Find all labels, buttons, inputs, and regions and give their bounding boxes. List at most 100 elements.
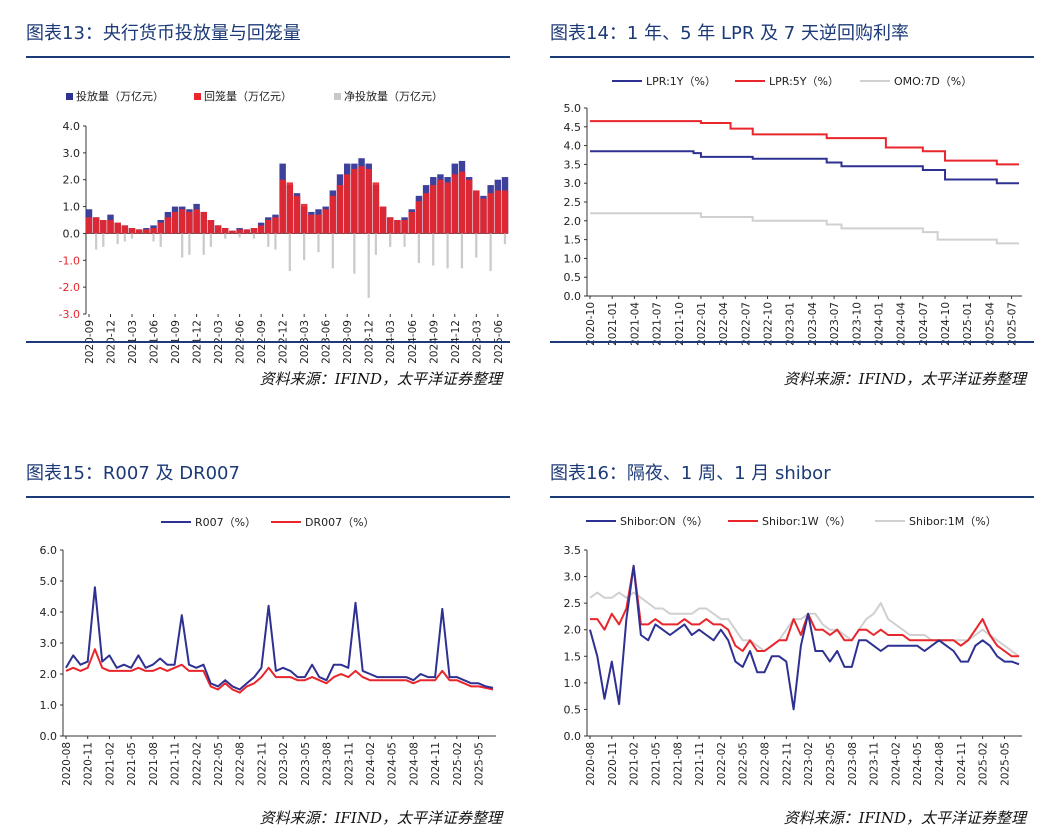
bar	[329, 195, 337, 234]
legend-label: 回笼量（万亿元）	[204, 89, 292, 103]
chart-13: 投放量（万亿元） 回笼量（万亿元） 净投放量（万亿元） 4.0 3.0 2.0 1.0 0.0…	[59, 89, 509, 364]
legend-swatch	[194, 93, 201, 100]
bar	[417, 233, 421, 263]
x-tick-label: 2021-05	[126, 742, 138, 786]
y-tick-label: 1.5	[564, 650, 582, 663]
legend-label: DR007（%）	[305, 516, 375, 529]
x-tick-label: 2023-05	[300, 742, 312, 786]
series-line	[589, 564, 1020, 711]
bar	[475, 233, 478, 258]
legend-label: Shibor:1M（%）	[909, 515, 997, 528]
x-tick-label: 2021-02	[104, 742, 116, 786]
y-tick-label: 3.0	[564, 571, 582, 584]
x-tick-label: 2022-02	[716, 742, 728, 786]
bar	[202, 233, 205, 255]
series-line	[590, 120, 1019, 166]
x-tick-label: 2023-08	[322, 742, 334, 786]
x-tick-label: 2022-08	[760, 742, 772, 786]
bar	[100, 220, 107, 234]
bar	[473, 190, 480, 234]
bar	[143, 229, 150, 234]
bar	[252, 233, 256, 239]
x-tick-label: 2021-04	[629, 302, 641, 346]
bar	[308, 214, 315, 234]
y-tick-label: -3.0	[59, 308, 80, 321]
x-tick-label: 2023-07	[829, 302, 841, 346]
bar	[224, 233, 227, 239]
y-tick-label: 3.5	[564, 158, 582, 171]
panel-14: 图表14：1 年、5 年 LPR 及 7 天逆回购利率 LPR:1Y（%） LPR…	[550, 18, 1034, 398]
legend-label: LPR:1Y（%）	[646, 75, 716, 88]
x-tick-label: 2020-11	[83, 742, 95, 786]
series-line	[590, 564, 1019, 658]
x-tick-label: 2020-08	[61, 742, 73, 786]
x-tick-label: 2024-05	[387, 742, 399, 786]
bar	[353, 233, 356, 274]
x-tick-label: 2022-10	[763, 302, 775, 346]
bar	[372, 182, 380, 234]
x-tick-label: 2025-04	[984, 302, 996, 346]
series-line	[65, 586, 494, 691]
bar	[186, 211, 193, 234]
x-tick-label: 2021-11	[170, 742, 182, 786]
bar	[503, 233, 507, 245]
x-tick-label: 2021-10	[674, 302, 686, 346]
title-rule	[550, 56, 1034, 58]
bar	[238, 233, 241, 238]
y-tick-label: 4.0	[564, 140, 582, 153]
bar	[451, 174, 459, 234]
bar	[286, 182, 294, 234]
bar	[300, 203, 308, 234]
bar	[343, 174, 351, 234]
bar	[293, 195, 301, 234]
bar	[214, 225, 222, 234]
x-tick-label: 2024-07	[918, 302, 930, 346]
bar	[394, 220, 401, 234]
x-tick-label: 2023-02	[278, 742, 290, 786]
bar	[401, 220, 408, 234]
panel-13: 图表13：央行货币投放量与回笼量 投放量（万亿元） 回笼量（万亿元） 净投放量（万亿…	[26, 18, 510, 398]
y-tick-label: -1.0	[59, 254, 80, 267]
bar	[181, 233, 184, 258]
bar	[303, 233, 306, 261]
bar	[209, 233, 213, 247]
bar	[446, 233, 449, 269]
bar	[460, 233, 464, 269]
legend-label: 净投放量（万亿元）	[344, 89, 443, 103]
bar	[121, 225, 129, 234]
x-tick-label: 2024-04	[896, 302, 908, 346]
y-tick-label: 2.5	[564, 597, 582, 610]
legend-swatch	[66, 93, 73, 100]
source-note: 资料来源：IFIND，太平洋证券整理	[783, 370, 1026, 388]
bar	[336, 185, 344, 234]
y-tick-label: 5.0	[40, 575, 58, 588]
x-tick-label: 2025-05	[999, 742, 1011, 786]
panel-title: 图表13：央行货币投放量与回笼量	[26, 23, 301, 44]
bar	[317, 233, 320, 253]
y-tick-label: 1.0	[564, 677, 582, 690]
x-tick-label: 2020-11	[607, 742, 619, 786]
bar	[243, 229, 251, 234]
x-tick-label: 2024-11	[430, 742, 442, 786]
x-tick-label: 2022-05	[738, 742, 750, 786]
bar	[379, 206, 387, 234]
bar	[257, 225, 265, 234]
panel-title: 图表16：隔夜、1 周、1 月 shibor	[550, 463, 831, 484]
x-tick-label: 2023-11	[343, 742, 355, 786]
bar	[288, 233, 291, 272]
bar	[432, 233, 435, 266]
y-tick-label: 1.0	[63, 201, 81, 214]
bar	[408, 211, 415, 234]
y-tick-label: 0.0	[564, 290, 582, 303]
x-tick-label: 2021-01	[607, 302, 619, 346]
x-tick-label: 2021-11	[694, 742, 706, 786]
x-tick-label: 2025-02	[452, 742, 464, 786]
bar	[315, 214, 322, 234]
bar	[437, 179, 444, 234]
bar	[403, 233, 406, 247]
bar	[422, 193, 430, 234]
x-tick-label: 2024-08	[934, 742, 946, 786]
x-tick-label: 2025-07	[1007, 302, 1019, 346]
y-tick-label: 1.0	[564, 252, 582, 265]
y-tick-label: 2.5	[564, 196, 582, 209]
